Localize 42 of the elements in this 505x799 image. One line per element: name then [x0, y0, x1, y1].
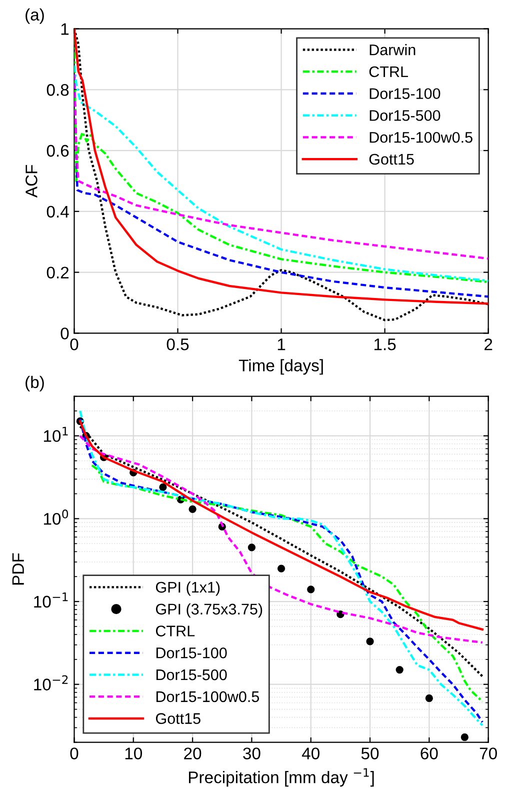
chart-title: (b)	[26, 376, 44, 392]
x-axis-title: Time [days]	[238, 359, 323, 375]
y-axis-title: PDF	[12, 553, 24, 585]
y-tick-label: 0	[60, 328, 69, 340]
x-tick-label: 10	[125, 748, 142, 760]
x-tick-label: 0	[70, 748, 78, 760]
y-axis-title: ACF	[26, 164, 38, 198]
legend-label: Dor15-100	[370, 88, 440, 100]
legend-label: Dor15-100w0.5	[156, 691, 260, 702]
y-tick-label: 0.4	[46, 206, 69, 218]
legend-label: GPI (1x1)	[156, 581, 220, 596]
legend-label: Dor15-100w0.5	[370, 132, 472, 143]
legend-label: Dor15-500	[156, 669, 227, 680]
x-axis-title: Precipitation [mm day $^{−1}$]	[188, 768, 374, 787]
legend-label: GPI (3.75x3.75)	[156, 603, 262, 618]
y-tick-label: 1	[61, 23, 69, 35]
x-tick-label: 1	[278, 338, 286, 350]
x-tick-label: 70	[480, 748, 497, 760]
legend-label: Dor15-500	[370, 110, 440, 121]
y-tick-label: 0.8	[46, 84, 69, 96]
chart-title: (a)	[26, 8, 44, 24]
legend-label: Darwin	[370, 44, 416, 56]
x-tick-label: 30	[243, 748, 260, 760]
x-tick-label: 0	[70, 338, 78, 350]
y-tick-label: 10$^{1}$	[44, 426, 68, 442]
legend-label: Gott15	[156, 713, 200, 724]
y-tick-label: 0.6	[46, 144, 69, 157]
x-tick-label: 50	[361, 748, 379, 760]
y-tick-label: 10$^{0}$	[44, 510, 68, 525]
y-tick-label: 10$^{−1}$	[34, 592, 68, 608]
x-tick-label: 1.5	[374, 338, 396, 350]
y-tick-label: 10$^{−2}$	[34, 675, 68, 690]
x-tick-label: 60	[420, 748, 438, 760]
legend-label: Dor15-100	[156, 648, 227, 658]
legend-label: Gott15	[369, 154, 414, 165]
legend-label: CTRL	[369, 66, 408, 78]
x-tick-label: 0.5	[166, 338, 189, 350]
y-tick-label: 0.2	[46, 266, 69, 278]
x-tick-label: 2	[484, 338, 492, 350]
legend-label: CTRL	[156, 626, 195, 636]
x-tick-label: 40	[302, 748, 320, 760]
x-tick-label: 20	[184, 748, 202, 760]
